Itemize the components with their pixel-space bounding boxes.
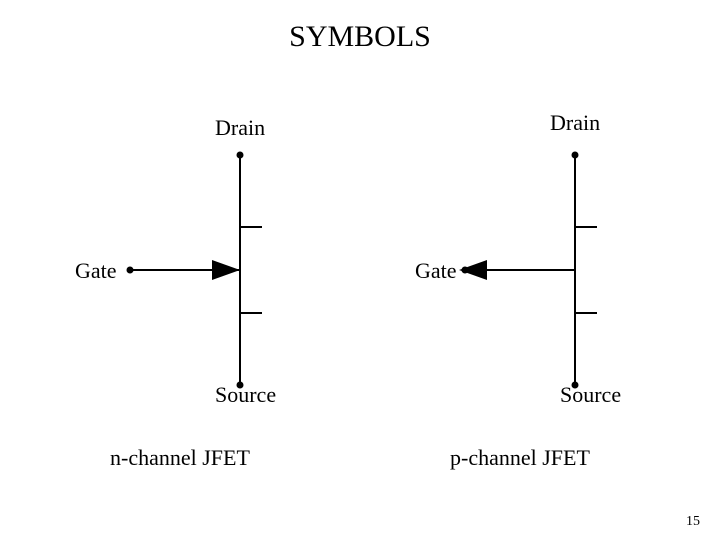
right-caption: p-channel JFET <box>450 445 590 471</box>
n-channel-jfet-icon <box>100 145 270 395</box>
page-title: SYMBOLS <box>0 20 720 54</box>
left-drain-label: Drain <box>215 115 265 141</box>
page-number: 15 <box>686 514 700 530</box>
p-channel-jfet-icon <box>435 145 605 395</box>
right-drain-label: Drain <box>550 110 600 136</box>
left-caption: n-channel JFET <box>110 445 250 471</box>
